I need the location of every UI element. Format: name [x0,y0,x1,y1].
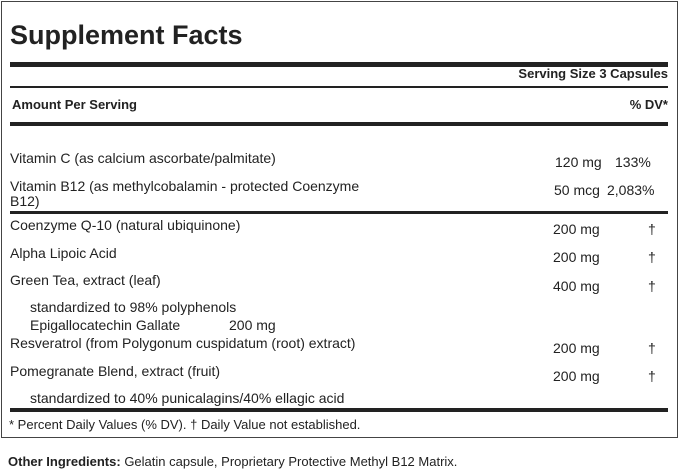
other-ingredients-text: Gelatin capsule, Proprietary Protective … [124,454,458,469]
nutrient-amount: 400 mg [553,278,600,294]
nutrient-amount: 50 mcg [554,182,600,198]
nutrient-dv: 2,083% [607,182,655,198]
rule [10,408,668,412]
rule [10,62,668,67]
nutrient-name: Green Tea, extract (leaf) [10,272,161,288]
header-amount: Amount Per Serving [12,97,137,112]
other-ingredients-label: Other Ingredients: [8,454,121,469]
nutrient-dv: † [648,278,656,294]
nutrient-dv: † [648,368,656,384]
nutrient-name: Vitamin C (as calcium ascorbate/palmitat… [10,150,276,166]
rule [10,211,668,214]
rule [10,86,668,88]
other-ingredients: Other Ingredients: Gelatin capsule, Prop… [8,454,457,470]
nutrient-name: Coenzyme Q-10 (natural ubiquinone) [10,217,241,233]
nutrient-dv: † [648,221,656,237]
nutrient-amount: 200 mg [553,249,600,265]
nutrient-amount: 200 mg [553,340,600,356]
sub-amount: 200 mg [229,317,276,333]
nutrient-amount: 120 mg [555,154,602,170]
nutrient-dv: † [648,340,656,356]
label-border [1,1,678,438]
nutrient-name: Alpha Lipoic Acid [10,245,117,261]
nutrient-name: Pomegranate Blend, extract (fruit) [10,363,221,379]
nutrient-amount: 200 mg [553,221,600,237]
nutrient-name: B12) [10,193,40,209]
nutrient-dv: † [648,249,656,265]
sub-ingredient: Epigallocatechin Gallate [30,317,181,333]
nutrient-name: Resveratrol (from Polygonum cuspidatum (… [10,335,356,351]
sub-ingredient: standardized to 98% polyphenols [30,299,237,315]
nutrient-amount: 200 mg [553,368,600,384]
title: Supplement Facts [10,20,243,50]
rule [10,122,668,126]
serving-size: Serving Size 3 Capsules [518,66,668,81]
nutrient-dv: 133% [615,154,651,170]
sub-ingredient: standardized to 40% punicalagins/40% ell… [30,390,345,406]
footnote: * Percent Daily Values (% DV). † Daily V… [9,417,361,432]
header-dv: % DV* [629,97,668,112]
nutrient-name: Vitamin B12 (as methylcobalamin - protec… [10,178,360,194]
